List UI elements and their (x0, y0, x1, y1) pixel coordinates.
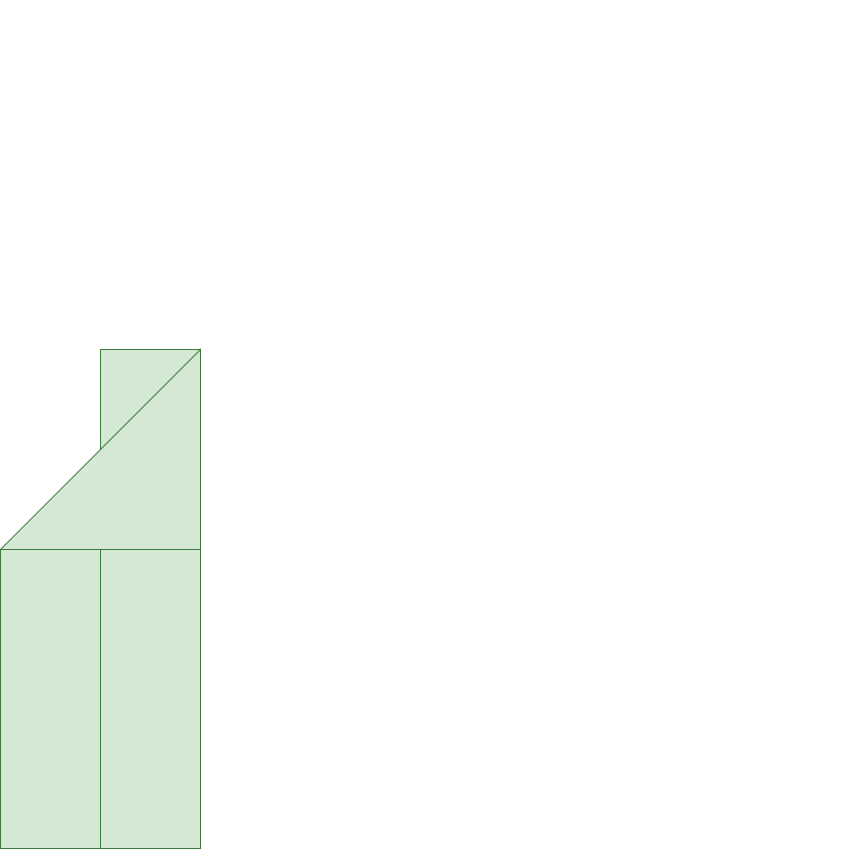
lower-left-rectangle (0, 549, 101, 849)
